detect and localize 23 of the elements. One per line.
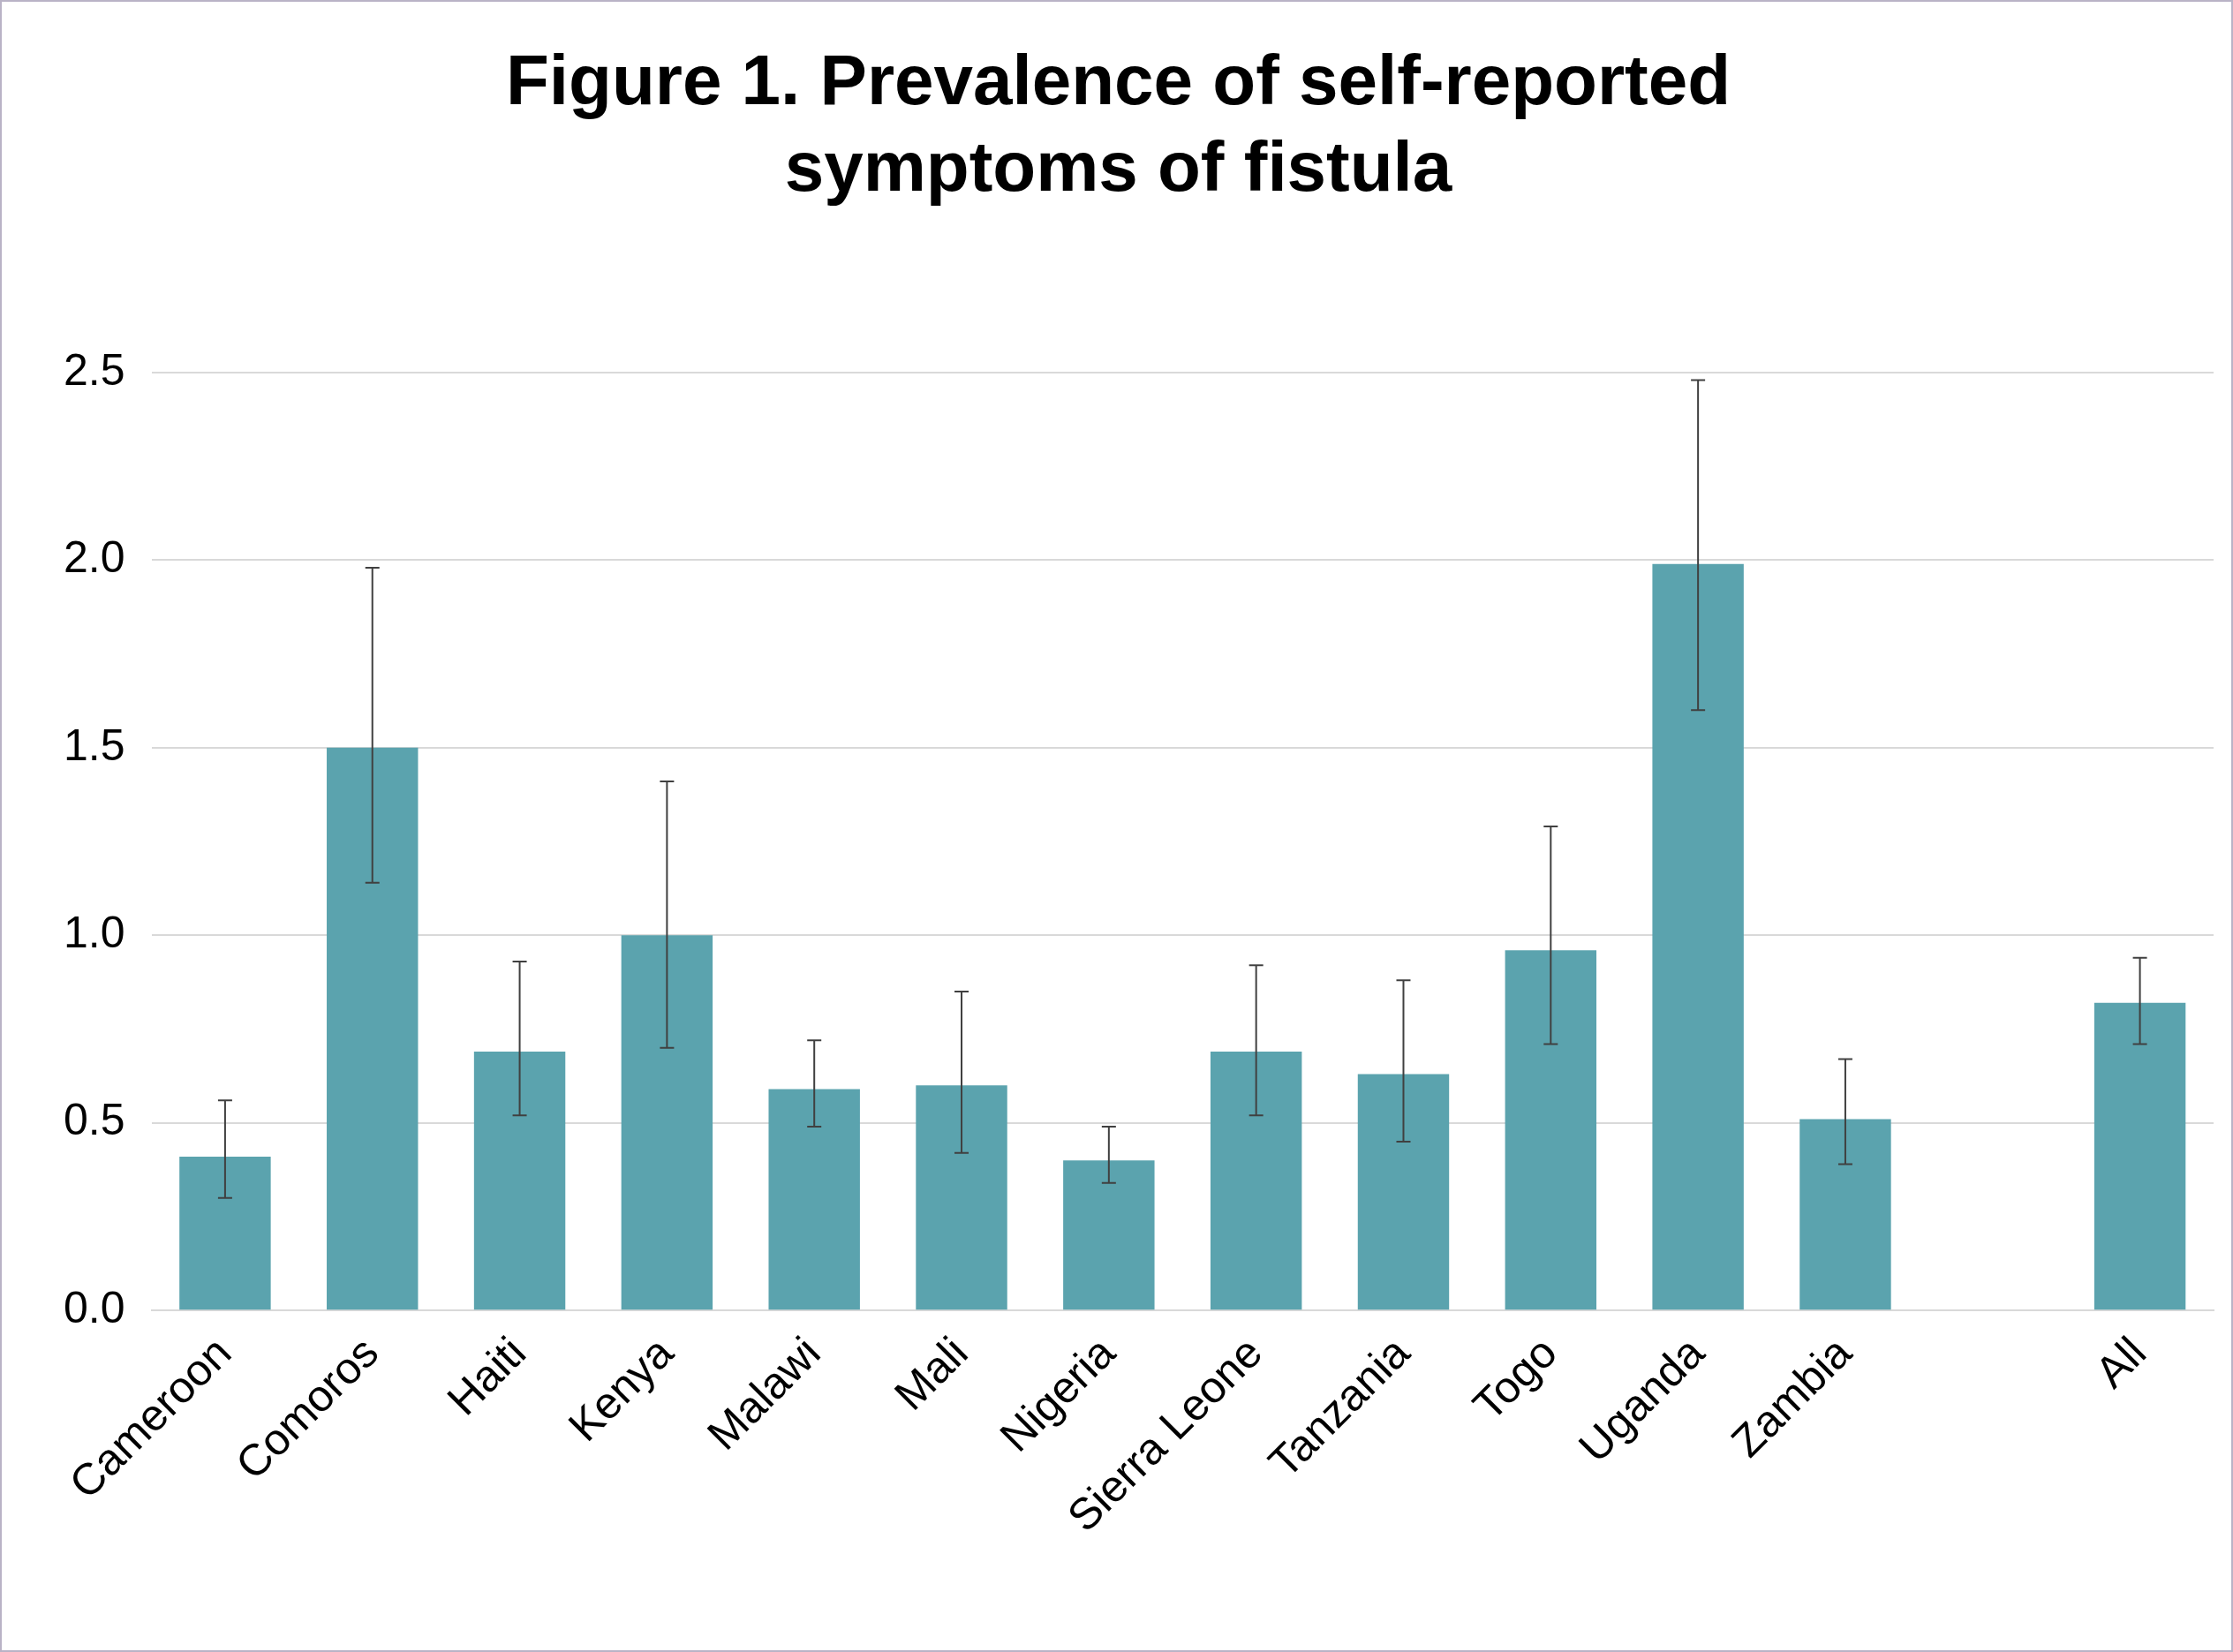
y-tick-label: 2.5: [63, 344, 125, 395]
y-tick-label: 2.0: [63, 532, 125, 583]
bar: [2093, 1002, 2186, 1310]
bar: [327, 747, 419, 1310]
x-tick-label: Togo: [1463, 1327, 1566, 1430]
bar: [1357, 1074, 1450, 1310]
bar: [768, 1089, 860, 1310]
y-tick-label: 0.0: [63, 1282, 125, 1332]
bar: [179, 1156, 271, 1310]
bar: [1210, 1051, 1302, 1310]
y-tick-label: 0.5: [63, 1095, 125, 1145]
y-tick-label: 1.5: [63, 720, 125, 770]
bar: [1799, 1119, 1891, 1310]
bar: [1505, 950, 1597, 1310]
bar: [473, 1051, 566, 1310]
x-tick-label: Mali: [885, 1327, 977, 1420]
bar: [1652, 563, 1744, 1310]
bar: [1063, 1160, 1155, 1310]
bar: [916, 1085, 1007, 1310]
y-tick-label: 1.0: [63, 908, 125, 958]
bar: [621, 935, 713, 1310]
x-tick-label: All: [2086, 1327, 2156, 1398]
chart-title: Figure 1. Prevalence of self-reported symptoms of fistula: [504, 40, 1732, 207]
